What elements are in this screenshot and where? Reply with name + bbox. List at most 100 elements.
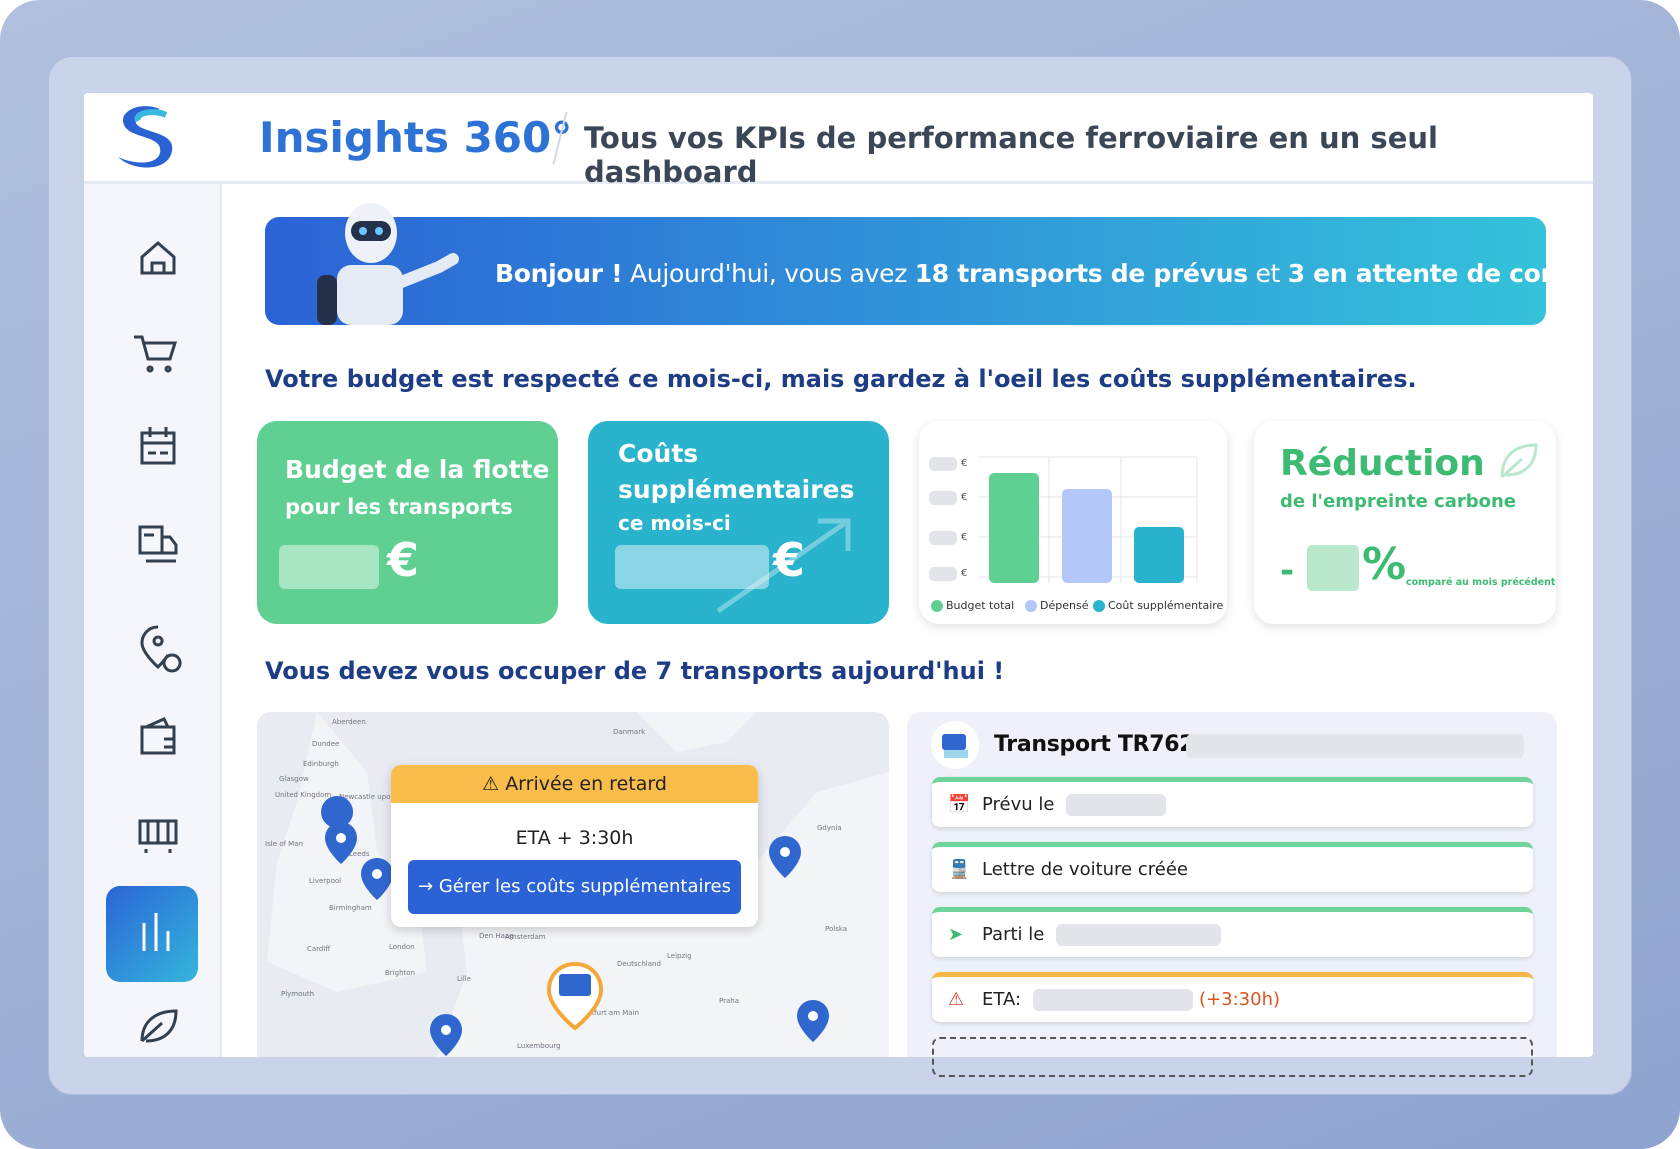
step-icon: 📅: [948, 794, 971, 815]
map[interactable]: ⚠ Arrivée en retard ETA + 3:30h → Gérer …: [257, 712, 889, 1057]
hidden-field: [1186, 734, 1524, 758]
sign: -: [1280, 551, 1295, 591]
details-toggle[interactable]: [932, 1037, 1533, 1077]
axis-label: €: [961, 532, 968, 543]
banner-highlight: 18 transports de prévus: [914, 259, 1248, 288]
city-label: Newcastle upon Tyne: [339, 793, 414, 801]
button-label: Gérer les coûts supplémentaires: [438, 876, 731, 897]
step-icon: 🚆: [948, 859, 971, 880]
status-step: ➤ Parti le: [932, 907, 1533, 957]
active-nav[interactable]: [106, 886, 198, 982]
delay-popup: ⚠ Arrivée en retard ETA + 3:30h → Gérer …: [391, 765, 758, 927]
axis-label: €: [961, 492, 968, 503]
popup-eta: ETA + 3:30h: [515, 827, 634, 849]
nav-wagon[interactable]: [138, 819, 178, 853]
status-step: ⚠ ETA: (+3:30h): [932, 972, 1533, 1022]
card-subtitle: pour les transports: [285, 495, 513, 519]
legend-item: Dépensé: [1040, 599, 1089, 612]
header: Insights 360° Tous vos KPIs de performan…: [84, 93, 1593, 189]
popup-title: Arrivée en retard: [505, 773, 667, 795]
card-subtitle: de l'empreinte carbone: [1280, 491, 1517, 512]
city-label: United Kingdom: [275, 791, 332, 799]
city-label: Leipzig: [667, 952, 692, 960]
status-step: 📅 Prévu le: [932, 777, 1533, 827]
city-label: Cardiff: [307, 945, 331, 953]
banner-text: et: [1255, 259, 1281, 288]
card-subtitle: ce mois-ci: [618, 511, 731, 535]
city-label: Frankfurt am Main: [575, 1009, 639, 1017]
app-subtitle: Tous vos KPIs de performance ferroviaire…: [584, 121, 1438, 189]
popup-header: ⚠ Arrivée en retard: [391, 765, 758, 803]
nav-calendar[interactable]: [140, 427, 176, 465]
leaf-icon: [1500, 443, 1538, 479]
city-label: Luxembourg: [517, 1042, 561, 1050]
currency: €: [773, 533, 806, 587]
step-label: Lettre de voiture créée: [982, 859, 1188, 880]
step-label: Prévu le: [982, 794, 1055, 815]
transport-title: Transport TR7623,: [994, 732, 1218, 757]
legend-item: Budget total: [946, 599, 1015, 612]
arrow-icon: →: [418, 876, 434, 897]
budget-card[interactable]: Budget de la flotte pour les transports …: [257, 421, 558, 624]
banner-message: Bonjour ! Aujourd'hui, vous avez 18 tran…: [495, 259, 1593, 288]
mini-chart: [929, 456, 1198, 612]
budget-chart-card[interactable]: € € € € Budget total Dépensé Coût supplé…: [919, 421, 1227, 624]
extra-costs-card[interactable]: Coûts supplémentaires ce mois-ci €: [588, 421, 889, 624]
card-title: Budget de la flotte: [285, 455, 550, 484]
city-label: Birmingham: [329, 904, 372, 912]
city-label: Aberdeen: [332, 718, 366, 726]
status-step: 🚆 Lettre de voiture créée: [932, 842, 1533, 892]
city-label: Danmark: [613, 728, 646, 736]
city-label: Lille: [457, 975, 472, 983]
nav-home[interactable]: [140, 241, 176, 275]
map-pins: [321, 796, 829, 1056]
city-label: London: [389, 943, 415, 951]
nav-icons: [134, 241, 182, 1043]
city-label: Amsterdam: [505, 933, 546, 941]
transport-icon: [931, 721, 979, 769]
nav-analytics[interactable]: [142, 913, 170, 951]
nav-wallet[interactable]: [140, 717, 176, 755]
nav-eco[interactable]: [140, 1009, 178, 1043]
step-icon: ➤: [948, 924, 964, 945]
robot-illustration: [317, 203, 459, 325]
city-label: Edinburgh: [303, 760, 339, 768]
banner: Bonjour ! Aujourd'hui, vous avez 18 tran…: [265, 203, 1593, 325]
section-heading: Vous devez vous occuper de 7 transports …: [265, 657, 1005, 685]
hidden-value: [1307, 545, 1359, 591]
trend-arrow: [716, 518, 851, 614]
hidden-field: [1033, 988, 1194, 1011]
banner-highlight: 3 en attente de confirmation: [1287, 259, 1593, 288]
delay-label: (+3:30h): [1199, 989, 1281, 1010]
step-icon: ⚠: [948, 989, 965, 1010]
hidden-value: [615, 545, 769, 589]
banner-text: Aujourd'hui, vous avez: [629, 259, 908, 288]
card-title: Coûts: [618, 439, 699, 468]
banner-greeting: Bonjour !: [495, 259, 623, 288]
percent: %: [1362, 539, 1407, 590]
city-label: Plymouth: [281, 990, 315, 998]
city-label: Gdynia: [817, 824, 842, 832]
section-heading: Votre budget est respecté ce mois-ci, ma…: [265, 365, 1417, 393]
legend-item: Coût supplémentaire: [1108, 599, 1224, 612]
warning-icon: ⚠: [482, 773, 500, 795]
nav-location[interactable]: [140, 625, 182, 673]
step-label: Parti le: [982, 924, 1045, 945]
step-label: ETA:: [982, 989, 1022, 1010]
city-label: Isle of Man: [265, 840, 303, 848]
axis-label: €: [961, 568, 968, 579]
city-label: Deutschland: [617, 960, 661, 968]
app-title: Insights 360°: [259, 113, 573, 162]
card-title: Réduction: [1280, 443, 1485, 484]
card-title: supplémentaires: [618, 475, 855, 504]
logo: [118, 106, 173, 168]
nav-train[interactable]: [138, 525, 178, 563]
nav-cart[interactable]: [134, 335, 178, 373]
manage-costs-button[interactable]: → Gérer les coûts supplémentaires: [408, 860, 741, 914]
comparison-note: comparé au mois précédent: [1406, 577, 1556, 588]
carbon-card[interactable]: Réduction de l'empreinte carbone - % com…: [1254, 421, 1556, 624]
city-label: Praha: [719, 997, 739, 1005]
city-label: Brighton: [385, 969, 415, 977]
city-label: Leeds: [349, 850, 370, 858]
city-label: Liverpool: [309, 877, 342, 885]
